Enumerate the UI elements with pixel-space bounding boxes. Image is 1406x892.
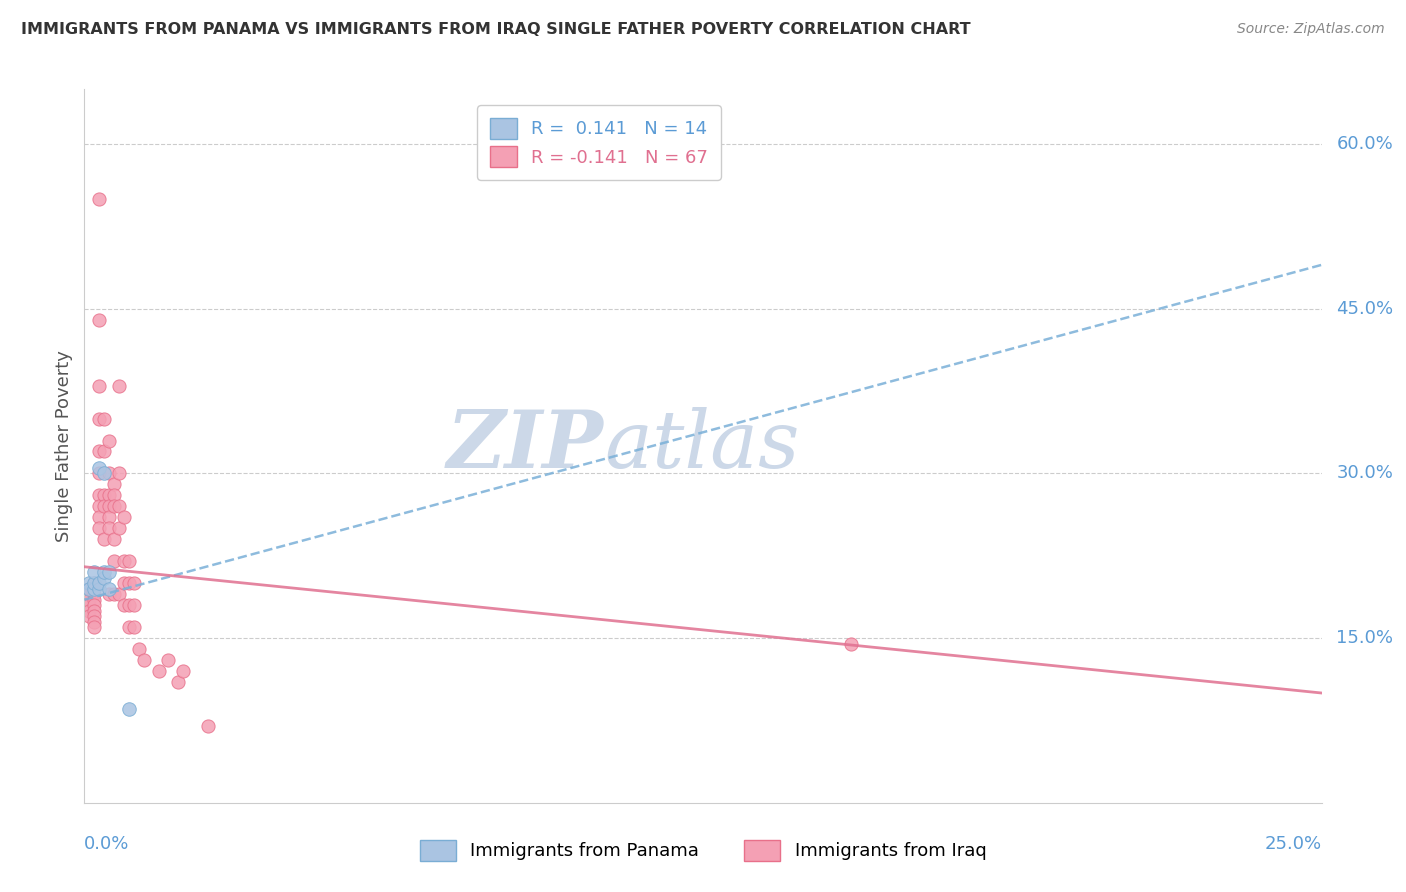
Point — [79, 582, 101, 596]
Point — [79, 587, 101, 601]
Point — [79, 609, 101, 624]
Point — [83, 587, 105, 601]
Point — [98, 510, 121, 524]
Text: ZIP: ZIP — [447, 408, 605, 484]
Point — [83, 609, 105, 624]
Point — [83, 576, 105, 591]
Point — [108, 467, 131, 481]
Point — [79, 598, 101, 612]
Point — [83, 592, 105, 607]
Point — [79, 576, 101, 591]
Text: 25.0%: 25.0% — [1264, 835, 1322, 853]
Point — [122, 576, 145, 591]
Text: Source: ZipAtlas.com: Source: ZipAtlas.com — [1237, 22, 1385, 37]
Point — [112, 510, 135, 524]
Point — [118, 598, 141, 612]
Text: IMMIGRANTS FROM PANAMA VS IMMIGRANTS FROM IRAQ SINGLE FATHER POVERTY CORRELATION: IMMIGRANTS FROM PANAMA VS IMMIGRANTS FRO… — [21, 22, 970, 37]
Point — [93, 444, 115, 458]
Y-axis label: Single Father Poverty: Single Father Poverty — [55, 350, 73, 542]
Point — [83, 604, 105, 618]
Legend: R =  0.141   N = 14, R = -0.141   N = 67: R = 0.141 N = 14, R = -0.141 N = 67 — [477, 105, 721, 179]
Point — [83, 615, 105, 629]
Point — [83, 582, 105, 596]
Point — [167, 675, 190, 690]
Point — [122, 598, 145, 612]
Point — [112, 554, 135, 568]
Text: atlas: atlas — [605, 408, 800, 484]
Point — [98, 521, 121, 535]
Point — [89, 488, 111, 502]
Point — [103, 554, 125, 568]
Point — [83, 598, 105, 612]
Point — [98, 587, 121, 601]
Text: 0.0%: 0.0% — [84, 835, 129, 853]
Point — [108, 587, 131, 601]
Point — [93, 566, 115, 580]
Point — [89, 467, 111, 481]
Point — [83, 566, 105, 580]
Point — [89, 510, 111, 524]
Point — [103, 488, 125, 502]
Point — [108, 521, 131, 535]
Point — [98, 566, 121, 580]
Text: 30.0%: 30.0% — [1337, 465, 1393, 483]
Point — [79, 592, 101, 607]
Point — [118, 620, 141, 634]
Point — [172, 664, 194, 678]
Point — [89, 192, 111, 206]
Point — [83, 620, 105, 634]
Point — [118, 576, 141, 591]
Point — [148, 664, 170, 678]
Point — [98, 500, 121, 514]
Point — [118, 554, 141, 568]
Point — [132, 653, 155, 667]
Point — [93, 488, 115, 502]
Point — [98, 582, 121, 596]
Point — [89, 576, 111, 591]
Point — [93, 500, 115, 514]
Point — [108, 378, 131, 392]
Point — [103, 587, 125, 601]
Point — [93, 571, 115, 585]
Point — [83, 576, 105, 591]
Text: 15.0%: 15.0% — [1337, 629, 1393, 647]
Point — [89, 411, 111, 425]
Point — [93, 533, 115, 547]
Point — [841, 637, 863, 651]
Text: 45.0%: 45.0% — [1337, 300, 1393, 318]
Point — [108, 500, 131, 514]
Point — [79, 582, 101, 596]
Point — [122, 620, 145, 634]
Point — [98, 467, 121, 481]
Point — [157, 653, 180, 667]
Point — [118, 702, 141, 716]
Point — [112, 598, 135, 612]
Text: 60.0%: 60.0% — [1337, 135, 1393, 153]
Point — [93, 467, 115, 481]
Point — [79, 604, 101, 618]
Point — [98, 434, 121, 448]
Point — [89, 500, 111, 514]
Legend: Immigrants from Panama, Immigrants from Iraq: Immigrants from Panama, Immigrants from … — [411, 830, 995, 870]
Point — [103, 500, 125, 514]
Point — [89, 521, 111, 535]
Point — [103, 533, 125, 547]
Point — [128, 642, 150, 657]
Point — [89, 378, 111, 392]
Point — [83, 582, 105, 596]
Point — [89, 444, 111, 458]
Point — [89, 461, 111, 475]
Point — [89, 312, 111, 326]
Point — [98, 488, 121, 502]
Point — [103, 477, 125, 491]
Point — [112, 576, 135, 591]
Point — [197, 719, 219, 733]
Point — [93, 411, 115, 425]
Point — [89, 582, 111, 596]
